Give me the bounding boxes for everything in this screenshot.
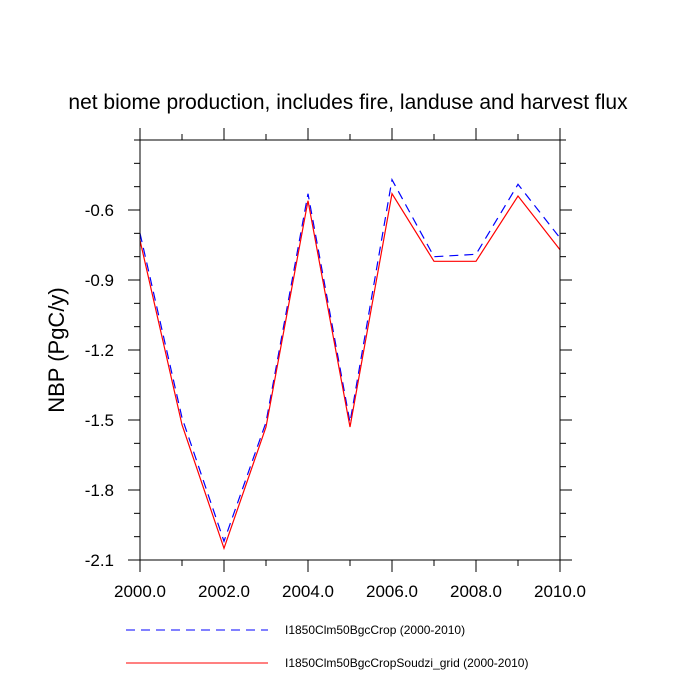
series-line-2 (139, 192, 561, 551)
y-tick-label: -1.2 (85, 341, 114, 360)
x-tick-label: 2000.0 (114, 582, 166, 601)
x-tick-label: 2008.0 (450, 582, 502, 601)
y-tick-label: -2.1 (85, 551, 114, 570)
y-tick-label: -1.8 (85, 481, 114, 500)
x-tick-label: 2004.0 (282, 582, 334, 601)
legend: I1850Clm50BgcCrop (2000-2010) I1850Clm50B… (126, 623, 528, 670)
series-layer (139, 177, 561, 551)
y-tick-label: -1.5 (85, 411, 114, 430)
chart-title: net biome production, includes fire, lan… (68, 91, 628, 114)
plot-frame (139, 139, 561, 561)
axes-layer: 2000.0 2002.0 2004.0 2006.0 2008.0 2010.0 -2.1… (85, 128, 586, 601)
y-axis-label: NBP (PgC/y) (44, 287, 69, 413)
y-tick-label: -0.6 (85, 201, 114, 220)
y-tick-label: -0.9 (85, 271, 114, 290)
legend-label-1: I1850Clm50BgcCrop (2000-2010) (285, 623, 465, 637)
legend-label-2: I1850Clm50BgcCropSoudzi_grid (2000-2010) (285, 656, 528, 670)
series-line-1 (139, 177, 561, 544)
x-tick-label: 2006.0 (366, 582, 418, 601)
x-tick-label: 2002.0 (198, 582, 250, 601)
x-tick-label: 2010.0 (534, 582, 586, 601)
